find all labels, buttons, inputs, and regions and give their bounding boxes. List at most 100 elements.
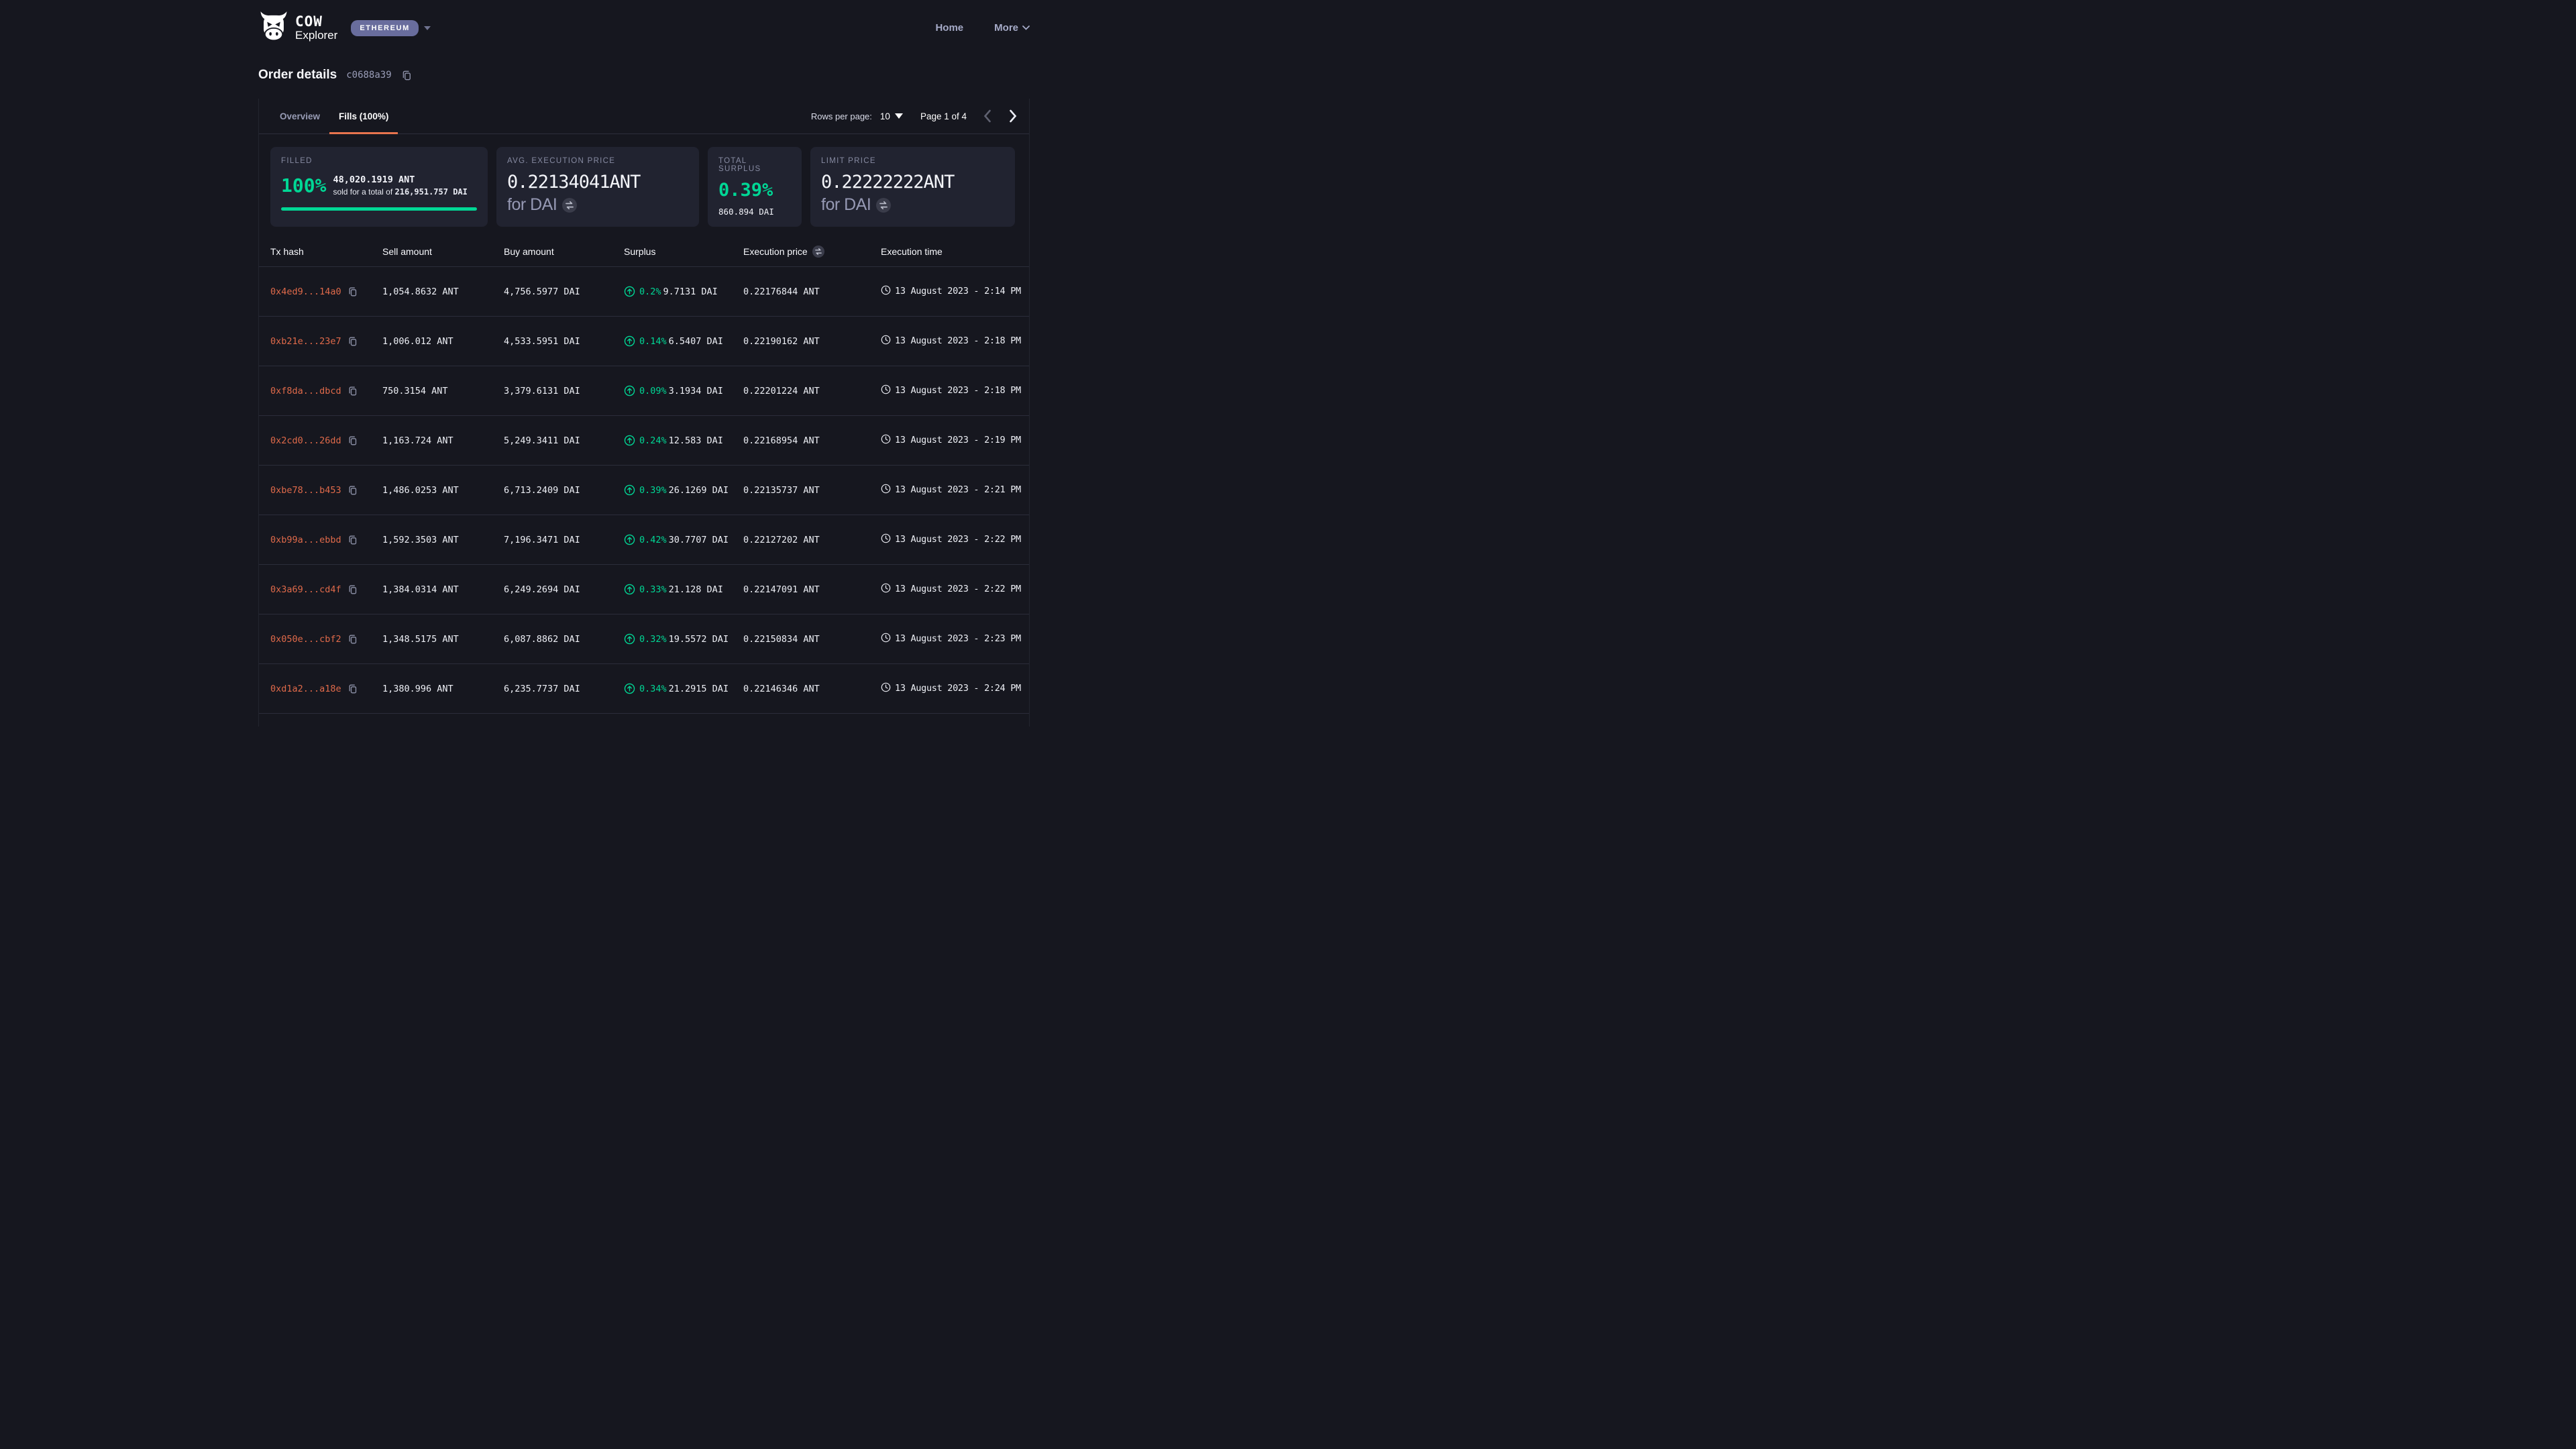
limit-price-card: LIMIT PRICE 0.22222222ANT for DAI — [810, 147, 1015, 227]
nav-home[interactable]: Home — [935, 22, 963, 34]
buy-amount: 6,249.2694 DAI — [504, 584, 624, 595]
copy-icon — [347, 485, 358, 496]
clock-icon — [881, 583, 891, 593]
swap-price-button[interactable] — [562, 198, 577, 213]
swap-price-button[interactable] — [812, 246, 824, 258]
avg-execution-price-value: 0.22134041ANT — [507, 172, 688, 193]
surplus-percent: 0.42% — [639, 535, 667, 545]
page-title: Order details — [258, 68, 337, 83]
surplus-percent: 0.2% — [639, 286, 661, 297]
swap-price-button[interactable] — [876, 198, 891, 213]
surplus-up-icon — [624, 335, 635, 347]
sell-amount: 1,592.3503 ANT — [382, 535, 504, 545]
avg-execution-price-card: AVG. EXECUTION PRICE 0.22134041ANT for D… — [496, 147, 699, 227]
surplus-up-icon — [624, 435, 635, 446]
execution-time: 13 August 2023 - 2:22 PM — [881, 533, 1029, 546]
surplus-amount: 12.583 DAI — [669, 435, 723, 446]
limit-price-label: LIMIT PRICE — [821, 157, 1004, 165]
table-row: 0x050e...cbf2 1,348.5175 ANT 6,087.8862 … — [259, 614, 1029, 663]
fill-progress-bar — [281, 207, 477, 211]
nav-more[interactable]: More — [994, 22, 1030, 34]
table-body: 0x4ed9...14a0 1,054.8632 ANT 4,756.5977 … — [259, 266, 1029, 713]
copy-icon — [347, 684, 358, 694]
execution-price: 0.22150834 ANT — [743, 634, 881, 645]
avg-execution-price-label: AVG. EXECUTION PRICE — [507, 157, 688, 165]
copy-icon — [347, 535, 358, 545]
copy-tx-hash-button[interactable] — [347, 485, 358, 496]
table-row: 0xb21e...23e7 1,006.012 ANT 4,533.5951 D… — [259, 316, 1029, 366]
order-id: c0688a39 — [346, 70, 391, 80]
column-execution-price: Execution price — [743, 246, 881, 258]
tx-hash-link[interactable]: 0xd1a2...a18e — [270, 684, 341, 694]
clock-icon — [881, 484, 891, 494]
limit-price-unit: for DAI — [821, 195, 871, 215]
surplus-amount: 21.128 DAI — [669, 584, 723, 595]
execution-price: 0.22190162 ANT — [743, 336, 881, 347]
tab-overview[interactable]: Overview — [270, 99, 329, 133]
sell-amount: 1,384.0314 ANT — [382, 584, 504, 595]
surplus: 0.33% 21.128 DAI — [624, 584, 743, 595]
tx-hash-link[interactable]: 0x2cd0...26dd — [270, 435, 341, 446]
execution-time: 13 August 2023 - 2:22 PM — [881, 582, 1029, 596]
column-sell-amount: Sell amount — [382, 246, 504, 257]
sell-amount: 1,006.012 ANT — [382, 336, 504, 347]
tx-hash-link[interactable]: 0xb21e...23e7 — [270, 336, 341, 347]
total-surplus-label: TOTAL SURPLUS — [718, 157, 791, 173]
execution-price: 0.22147091 ANT — [743, 584, 881, 595]
page-title-row: Order details c0688a39 — [258, 68, 1030, 83]
buy-amount: 5,249.3411 DAI — [504, 435, 624, 446]
cow-explorer-logo[interactable]: COW Explorer — [258, 11, 337, 45]
tx-hash-link[interactable]: 0xf8da...dbcd — [270, 386, 341, 396]
total-surplus-percent: 0.39% — [718, 180, 791, 201]
tx-hash-link[interactable]: 0x050e...cbf2 — [270, 634, 341, 645]
previous-page-button[interactable] — [983, 109, 991, 123]
copy-icon — [347, 336, 358, 347]
surplus-percent: 0.33% — [639, 584, 667, 595]
copy-tx-hash-button[interactable] — [347, 386, 358, 396]
copy-tx-hash-button[interactable] — [347, 435, 358, 446]
tx-hash-link[interactable]: 0x4ed9...14a0 — [270, 286, 341, 297]
table-header: Tx hash Sell amount Buy amount Surplus E… — [259, 237, 1029, 266]
tab-fills[interactable]: Fills (100%) — [329, 99, 398, 133]
surplus-percent: 0.24% — [639, 435, 667, 446]
copy-icon — [347, 286, 358, 297]
clock-icon — [881, 335, 891, 345]
clock-icon — [881, 633, 891, 643]
sell-amount: 750.3154 ANT — [382, 386, 504, 396]
sell-amount: 1,348.5175 ANT — [382, 634, 504, 645]
table-controls: Rows per page: 10 Page 1 of 4 — [811, 99, 1018, 133]
tx-hash-link[interactable]: 0xb99a...ebbd — [270, 535, 341, 545]
rows-per-page-label: Rows per page: — [811, 111, 872, 121]
surplus-amount: 6.5407 DAI — [669, 336, 723, 347]
execution-time: 13 August 2023 - 2:18 PM — [881, 334, 1029, 347]
copy-tx-hash-button[interactable] — [347, 535, 358, 545]
tx-hash-link[interactable]: 0xbe78...b453 — [270, 485, 341, 496]
column-surplus: Surplus — [624, 246, 743, 257]
network-selector[interactable]: ETHEREUM — [351, 20, 431, 36]
next-page-button[interactable] — [1009, 109, 1018, 123]
dropdown-caret-icon — [895, 113, 903, 119]
execution-time: 13 August 2023 - 2:18 PM — [881, 384, 1029, 397]
surplus: 0.34% 21.2915 DAI — [624, 683, 743, 694]
tx-hash-link[interactable]: 0x3a69...cd4f — [270, 584, 341, 595]
copy-tx-hash-button[interactable] — [347, 634, 358, 645]
copy-tx-hash-button[interactable] — [347, 684, 358, 694]
copy-tx-hash-button[interactable] — [347, 286, 358, 297]
network-badge: ETHEREUM — [351, 20, 419, 36]
table-row: 0xb99a...ebbd 1,592.3503 ANT 7,196.3471 … — [259, 515, 1029, 564]
surplus-up-icon — [624, 286, 635, 297]
surplus-amount: 19.5572 DAI — [669, 634, 729, 645]
rows-per-page-select[interactable]: 10 — [880, 111, 903, 121]
surplus: 0.39% 26.1269 DAI — [624, 484, 743, 496]
copy-order-id-button[interactable] — [401, 70, 413, 81]
filled-amount: 48,020.1919 ANT — [333, 174, 467, 186]
table-row: 0x2cd0...26dd 1,163.724 ANT 5,249.3411 D… — [259, 415, 1029, 465]
copy-tx-hash-button[interactable] — [347, 336, 358, 347]
execution-time: 13 August 2023 - 2:23 PM — [881, 632, 1029, 645]
execution-time: 13 August 2023 - 2:21 PM — [881, 483, 1029, 496]
chevron-down-icon — [424, 26, 431, 30]
clock-icon — [881, 285, 891, 295]
table-row: 0x3a69...cd4f 1,384.0314 ANT 6,249.2694 … — [259, 564, 1029, 614]
surplus: 0.42% 30.7707 DAI — [624, 534, 743, 545]
copy-tx-hash-button[interactable] — [347, 584, 358, 595]
